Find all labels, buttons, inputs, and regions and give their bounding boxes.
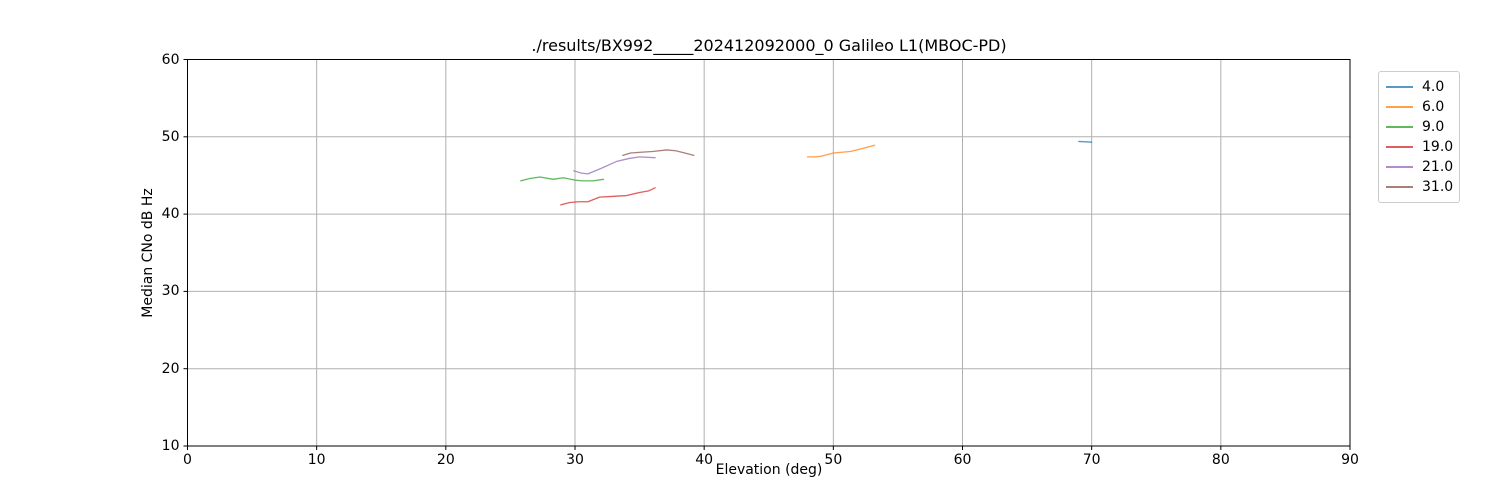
series-line-31.0 [622,149,695,157]
plot-frame [187,59,1351,447]
legend-entry-31.0: 31.0 [1386,177,1459,197]
legend-box: 4.0 6.0 9.0 19.0 21.0 31.0 [1378,71,1460,203]
legend-entry-4.0: 4.0 [1386,77,1459,97]
legend-line-sample [1386,186,1413,188]
x-tick-label: 0 [183,452,192,468]
series-line-21.0 [573,156,656,175]
series-line-9.0 [520,176,605,182]
legend-label: 4.0 [1422,79,1445,95]
x-tick-label: 90 [1341,452,1359,468]
legend-line-sample [1386,86,1413,88]
legend-line-sample [1386,166,1413,168]
legend-entry-9.0: 9.0 [1386,117,1459,137]
legend-label: 9.0 [1422,119,1445,135]
y-tick-label: 40 [161,206,180,223]
legend-label: 19.0 [1422,139,1454,155]
legend-label: 31.0 [1422,179,1454,195]
series-line-19.0 [560,187,656,206]
x-axis-label: Elevation (deg) [715,462,823,478]
x-tick-label: 30 [566,452,584,468]
x-tick-label: 70 [1082,452,1101,468]
y-tick-label: 50 [161,128,180,145]
legend-line-sample [1386,126,1413,128]
legend-label: 21.0 [1422,159,1454,175]
legend-entry-21.0: 21.0 [1386,157,1459,177]
x-tick-label: 80 [1211,452,1230,468]
x-tick-label: 50 [824,452,843,468]
series-line-4.0 [1078,140,1093,143]
legend-line-sample [1386,146,1413,148]
legend-entry-19.0: 19.0 [1386,137,1459,157]
y-tick-label: 10 [161,438,180,454]
legend-label: 6.0 [1422,99,1445,115]
series-line-6.0 [806,144,876,158]
y-tick-label: 60 [161,51,180,68]
x-tick-label: 10 [307,452,326,468]
legend-entry-6.0: 6.0 [1386,97,1459,117]
x-tick-label: 60 [953,452,972,468]
chart-title: ./results/BX992_____202412092000_0 Galil… [531,36,1007,55]
legend-line-sample [1386,106,1413,108]
y-tick-label: 30 [161,283,180,300]
y-tick-label: 20 [161,360,180,377]
x-tick-label: 40 [695,452,714,468]
x-tick-label: 20 [436,452,455,468]
